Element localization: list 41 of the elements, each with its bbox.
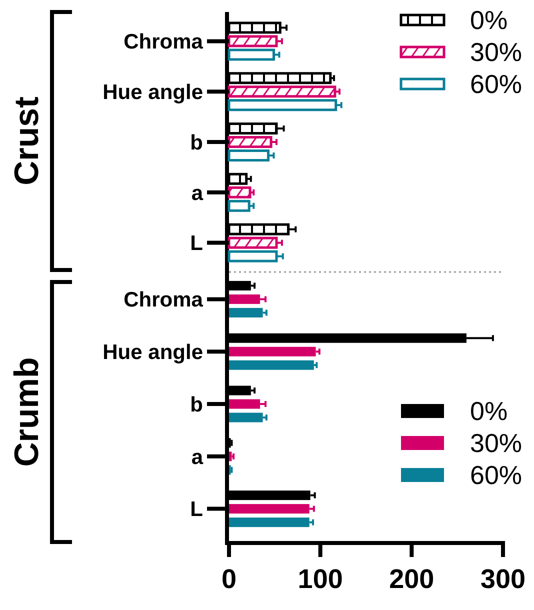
y-tick-label: b (190, 131, 203, 154)
bar (228, 236, 278, 249)
legend-label: 30% (470, 37, 522, 68)
bar (228, 200, 250, 212)
y-tick-label: Hue angle (102, 80, 203, 104)
y-axis-title: Crust (8, 96, 46, 186)
bar (228, 150, 270, 162)
bar (228, 99, 338, 112)
bar (229, 360, 314, 370)
legend-label: 0% (470, 5, 508, 36)
x-tick-label: 200 (389, 564, 434, 594)
legend-label: 60% (470, 460, 522, 490)
bar (228, 86, 336, 98)
x-tick-label: 100 (298, 564, 343, 594)
legend-label: 0% (470, 396, 508, 426)
y-tick-label: L (190, 232, 204, 256)
bar (229, 308, 263, 318)
y-tick-label: Chroma (124, 288, 204, 312)
y-tick-label: Chroma (124, 30, 204, 54)
bar (228, 35, 278, 48)
x-tick-label: 300 (480, 564, 526, 594)
bar (229, 399, 260, 409)
y-tick-label: L (190, 498, 204, 522)
bar (228, 250, 278, 262)
y-axis-title: Crumb (8, 357, 46, 467)
x-tick-label: 0 (221, 564, 237, 594)
y-tick-label: a (191, 182, 204, 205)
bar (228, 136, 272, 148)
y-tick-label: b (190, 393, 203, 416)
bar (229, 412, 263, 422)
legend-label: 60% (470, 69, 522, 100)
bar (229, 294, 260, 304)
bar (229, 504, 310, 514)
bar (229, 518, 310, 528)
bar (229, 452, 232, 462)
legend-label: 30% (470, 428, 522, 458)
y-tick-label: a (191, 446, 204, 469)
y-tick-label: Hue angle (102, 340, 203, 364)
bar (228, 186, 252, 198)
bar (228, 48, 276, 61)
bar (229, 346, 316, 356)
